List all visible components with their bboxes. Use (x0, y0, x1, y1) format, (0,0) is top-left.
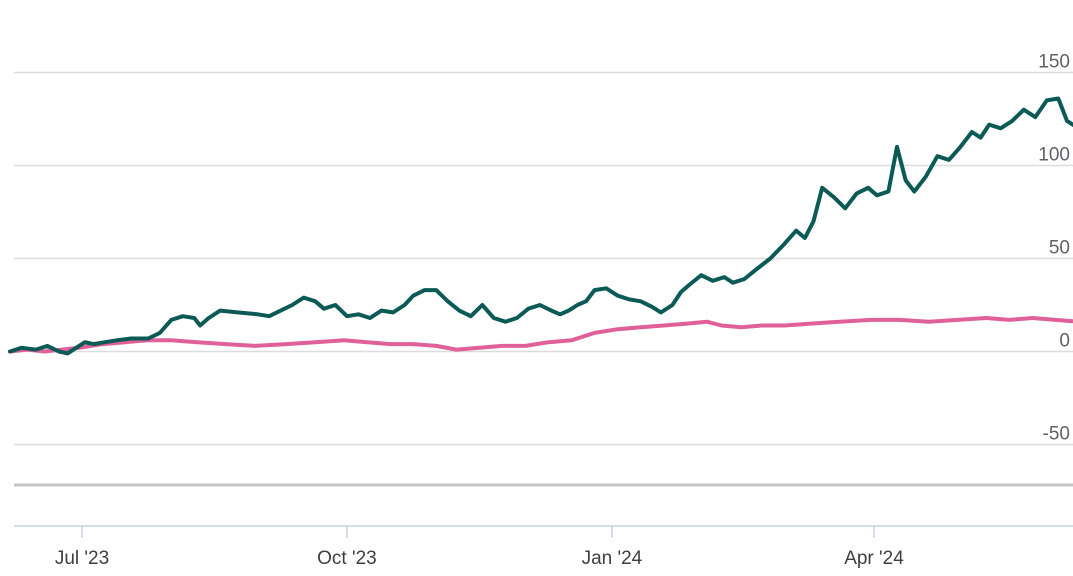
x-axis-ticks: Jul '23 Oct '23 Jan '24 Apr '24 (55, 526, 904, 569)
gridlines (14, 71, 1073, 446)
y-tick-label: 0 (1059, 331, 1070, 352)
series-line (8, 316, 1073, 354)
x-tick-label: Apr '24 (844, 548, 904, 569)
x-tick-label: Jan '24 (582, 548, 643, 569)
x-tick-label: Oct '23 (317, 548, 377, 569)
y-tick-label: 50 (1049, 238, 1070, 259)
series-line (8, 96, 1073, 356)
y-tick-label: -50 (1043, 424, 1070, 445)
y-tick-label: 100 (1038, 145, 1070, 166)
y-tick-label: 150 (1038, 52, 1070, 73)
series-lines (8, 96, 1073, 356)
y-axis-tick-labels: 150 100 50 0 -50 (1038, 52, 1070, 445)
x-tick-label: Jul '23 (55, 548, 109, 569)
